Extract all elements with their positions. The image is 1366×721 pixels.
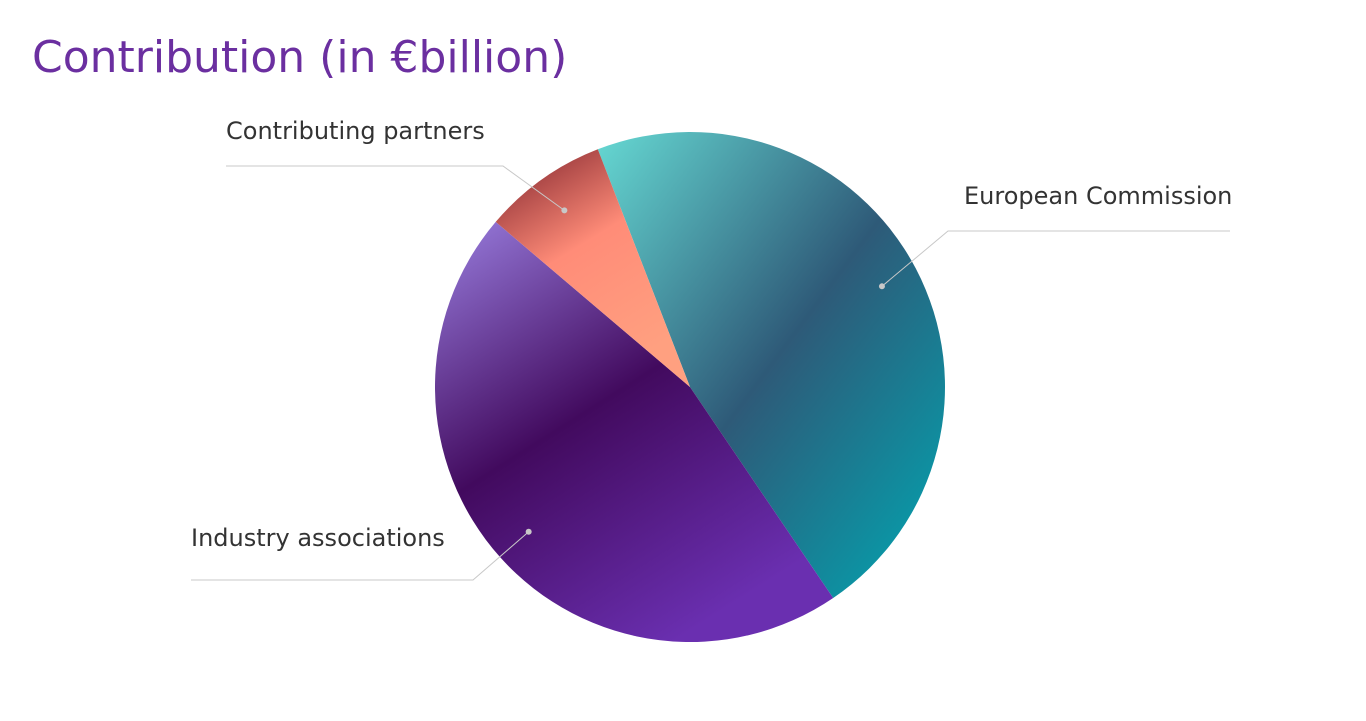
leader-dot	[561, 207, 568, 214]
leader-line	[191, 531, 529, 581]
pie-slice	[434, 221, 834, 643]
pie-slice	[495, 149, 690, 387]
legend-label: Contributing partners	[226, 117, 485, 145]
legend-label: European Commission	[964, 182, 1232, 210]
leader-dot	[878, 283, 885, 290]
leader-line	[881, 230, 1230, 287]
legend-label: Industry associations	[191, 524, 445, 552]
leader-dot	[525, 528, 532, 535]
leader-line	[226, 165, 565, 211]
chart-title: Contribution (in €billion)	[32, 32, 567, 83]
pie-slice	[597, 131, 946, 599]
